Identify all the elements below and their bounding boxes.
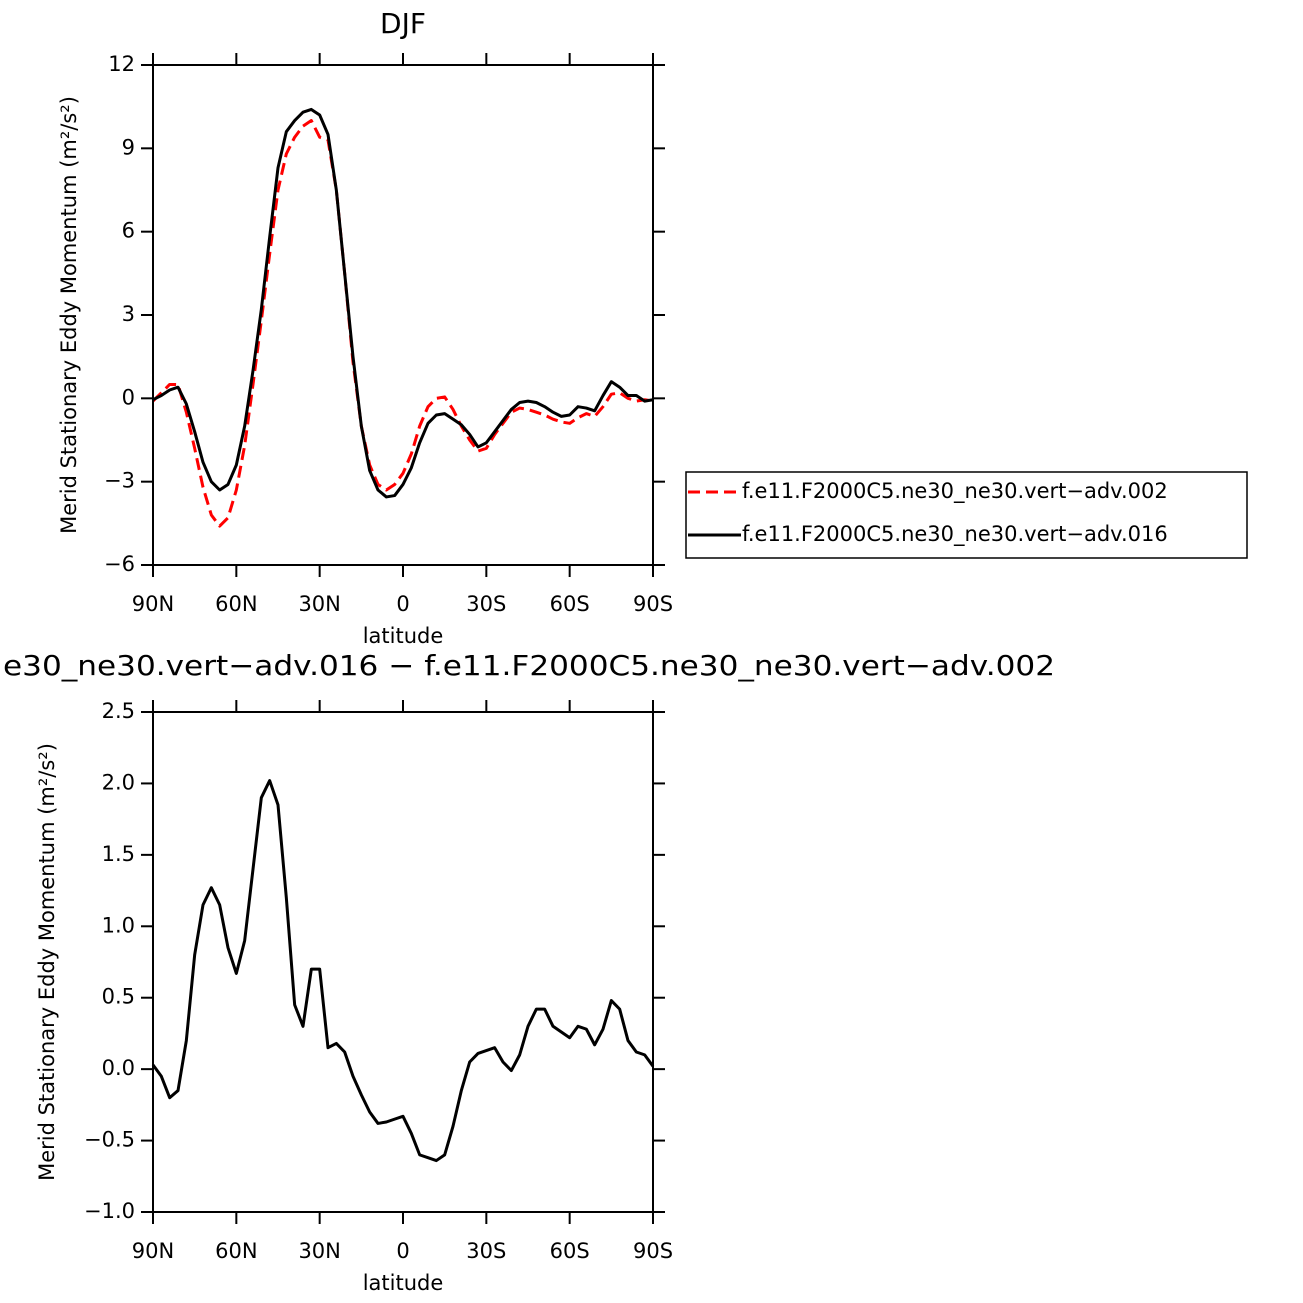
x-tick-label: 60N: [215, 1239, 257, 1263]
chart-title: DJF: [380, 7, 426, 40]
x-tick-label: 30S: [466, 592, 506, 616]
legend: f.e11.F2000C5.ne30_ne30.vert−adv.002 f.e1…: [685, 471, 1248, 559]
x-tick-label: 90N: [132, 1239, 174, 1263]
y-tick-label: 1.0: [102, 913, 135, 937]
plot-frame: [152, 711, 654, 1213]
y-axis-label: Merid Stationary Eddy Momentum (m²/s²): [35, 743, 59, 1181]
y-tick-label: 2.0: [102, 770, 135, 794]
y-tick-label: 2.5: [102, 699, 135, 723]
y-tick-label: −3: [104, 469, 135, 493]
legend-box: [685, 471, 1248, 559]
y-tick-label: 0.5: [102, 985, 135, 1009]
plot-frame: [152, 64, 654, 566]
x-tick-label: 60N: [215, 592, 257, 616]
y-tick-label: 3: [122, 302, 135, 326]
x-tick-label: 60S: [550, 592, 590, 616]
y-tick-label: 6: [122, 219, 135, 243]
x-tick-label: 90S: [633, 1239, 673, 1263]
x-tick-label: 0: [396, 592, 409, 616]
x-tick-label: 30S: [466, 1239, 506, 1263]
y-tick-label: 0: [122, 385, 135, 409]
x-tick-label: 90N: [132, 592, 174, 616]
legend-label: f.e11.F2000C5.ne30_ne30.vert−adv.002: [742, 479, 1168, 504]
y-tick-label: 9: [122, 135, 135, 159]
legend-label: f.e11.F2000C5.ne30_ne30.vert−adv.016: [742, 522, 1168, 547]
series-line: [151, 119, 654, 528]
y-tick-label: −0.5: [84, 1128, 135, 1152]
x-tick-label: 0: [396, 1239, 409, 1263]
x-axis-label: latitude: [363, 624, 444, 648]
chart-title: e30_ne30.vert−adv.016 − f.e11.F2000C5.ne…: [3, 649, 1055, 682]
x-tick-label: 30N: [298, 1239, 340, 1263]
x-tick-label: 60S: [550, 1239, 590, 1263]
y-tick-label: 1.5: [102, 842, 135, 866]
series-line: [151, 779, 655, 1163]
x-tick-label: 30N: [298, 592, 340, 616]
y-tick-label: −6: [104, 552, 135, 576]
y-tick-label: 12: [108, 52, 135, 76]
y-tick-label: −1.0: [84, 1199, 135, 1223]
x-tick-label: 90S: [633, 592, 673, 616]
y-tick-label: 0.0: [102, 1056, 135, 1080]
y-axis-label: Merid Stationary Eddy Momentum (m²/s²): [57, 96, 81, 534]
x-axis-label: latitude: [363, 1271, 444, 1295]
series-line: [152, 107, 654, 499]
